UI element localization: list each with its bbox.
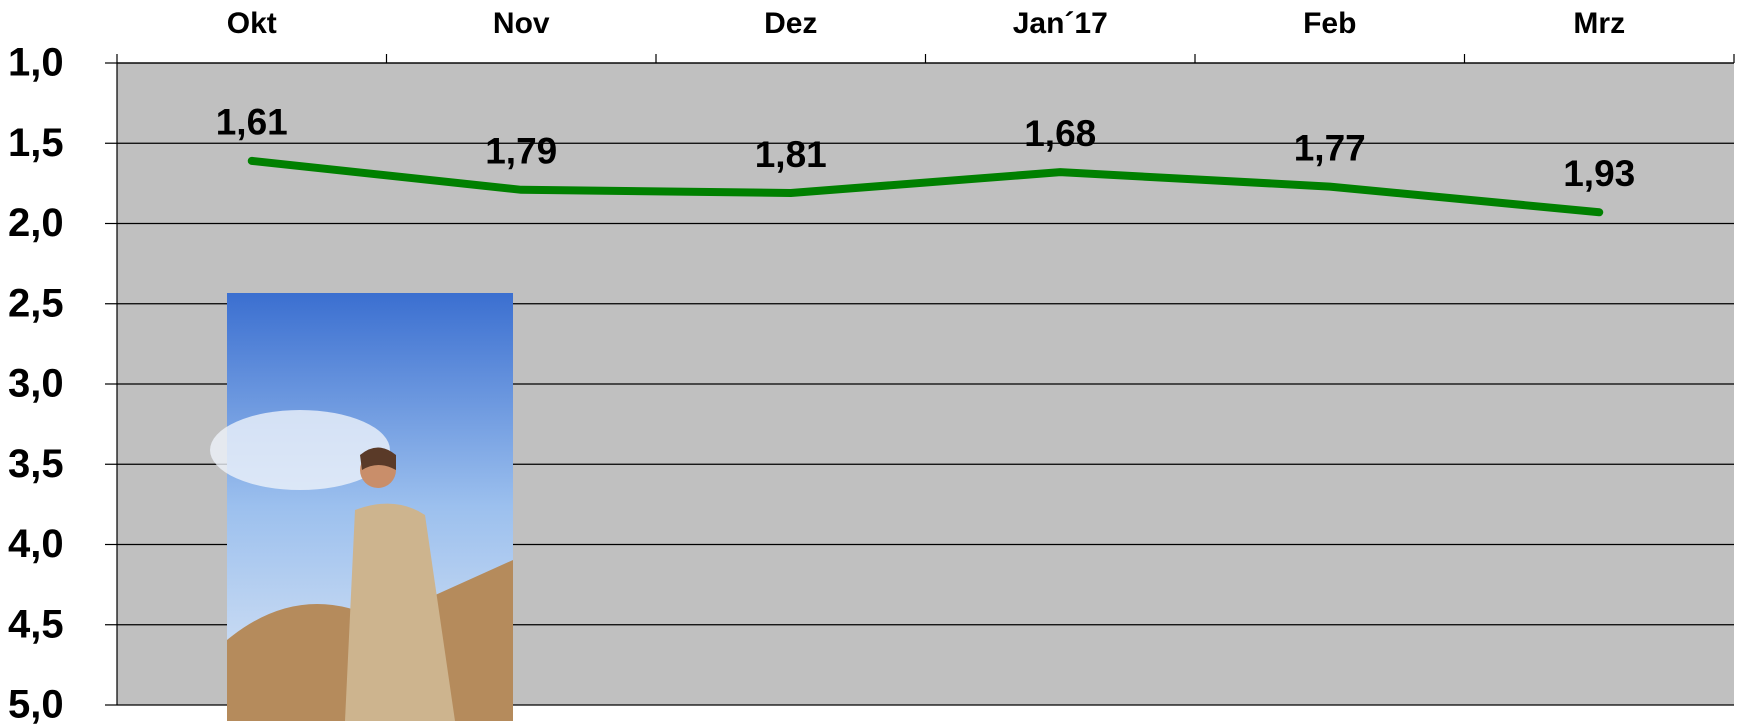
y-tick-label: 1,0: [8, 41, 64, 85]
data-label: 1,68: [1024, 113, 1096, 154]
x-tick-label: Okt: [227, 7, 277, 40]
y-tick-label: 4,0: [8, 522, 64, 566]
y-tick-label: 1,5: [8, 121, 64, 165]
data-label: 1,79: [485, 131, 557, 172]
data-label: 1,81: [755, 134, 827, 175]
y-tick-label: 2,0: [8, 201, 64, 245]
y-tick-label: 2,5: [8, 281, 64, 325]
photo: [210, 293, 513, 721]
data-label: 1,93: [1563, 153, 1635, 194]
chart: 1,61 1,79 1,81 1,68 1,77 1,93 1,0 1,5 2,0 2,5 3,0…: [0, 0, 1740, 728]
x-tick-label: Nov: [493, 7, 550, 40]
x-tick-label: Mrz: [1573, 7, 1625, 40]
y-tick-label: 3,5: [8, 442, 64, 486]
y-tick-label: 3,0: [8, 362, 64, 406]
y-tick-label: 5,0: [8, 683, 64, 727]
data-label: 1,77: [1294, 127, 1366, 168]
x-tick-label: Dez: [764, 7, 817, 40]
y-tick-label: 4,5: [8, 602, 64, 646]
x-tick-label: Feb: [1303, 7, 1356, 40]
x-tick-label: Jan´17: [1013, 7, 1108, 40]
data-label: 1,61: [216, 102, 288, 143]
